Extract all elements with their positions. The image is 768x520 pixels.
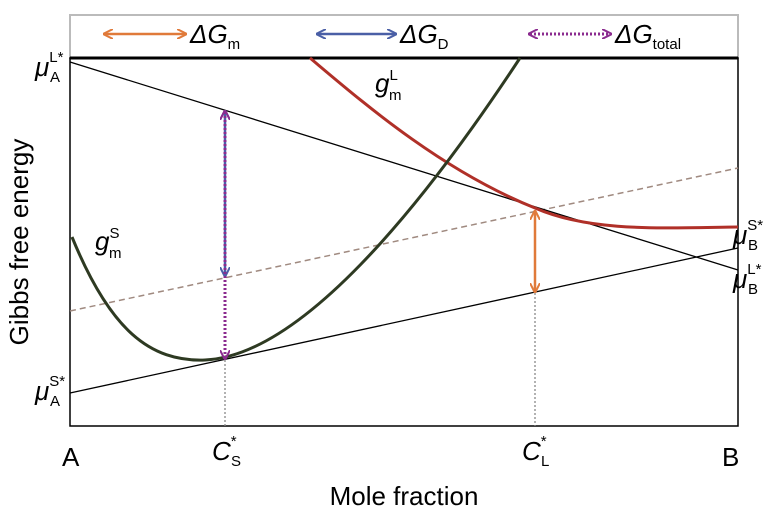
symbol: g	[375, 68, 390, 98]
superscript: S*	[49, 373, 65, 390]
superscript: L	[389, 67, 397, 84]
composition-label: C* L	[522, 433, 549, 470]
superscript: S	[109, 225, 119, 242]
potential-label: μL* B	[732, 261, 762, 298]
curve-label: gS m	[95, 225, 122, 262]
superscript: *	[231, 433, 237, 450]
potential-label: μS* A	[34, 373, 65, 410]
symbol: μ	[732, 220, 747, 250]
subscript: B	[748, 281, 758, 298]
symbol: ΔG	[614, 19, 653, 49]
potential-label: μL* A	[34, 49, 64, 86]
subscript: total	[653, 36, 681, 53]
subscript: B	[748, 237, 758, 254]
x-end-label: B	[722, 442, 739, 472]
superscript: L*	[747, 261, 761, 278]
curve-label: gL m	[375, 67, 402, 104]
tangent-liquid	[69, 61, 739, 271]
superscript: *	[541, 433, 547, 450]
solid-curve	[70, 57, 522, 362]
subscript: A	[50, 69, 60, 86]
subscript: A	[50, 393, 60, 410]
symbol: C	[522, 436, 541, 466]
potential-label: μS* B	[732, 217, 763, 254]
symbol: ΔG	[189, 19, 228, 49]
subscript: m	[109, 245, 122, 262]
y-axis-label: Gibbs free energy	[4, 139, 34, 346]
x-start-label: A	[62, 442, 80, 472]
legend-text: ΔGm	[189, 19, 240, 53]
subscript: S	[231, 453, 241, 470]
tangent-solid	[69, 247, 739, 394]
subscript: L	[541, 453, 549, 470]
symbol: g	[95, 226, 110, 256]
x-axis-label: Mole fraction	[330, 481, 479, 511]
superscript: S*	[747, 217, 763, 234]
legend-text: ΔGD	[399, 19, 449, 53]
subscript: m	[389, 87, 402, 104]
symbol: μ	[34, 376, 49, 406]
symbol: C	[212, 436, 231, 466]
liquid-curve	[309, 56, 739, 230]
symbol: ΔG	[399, 19, 438, 49]
subscript: D	[438, 36, 449, 53]
symbol: μ	[34, 52, 49, 82]
tangent-dashed	[69, 167, 739, 312]
symbol: μ	[732, 264, 747, 294]
legend-text: ΔGtotal	[614, 19, 681, 53]
composition-label: C* S	[212, 433, 241, 470]
superscript: L*	[49, 49, 63, 66]
subscript: m	[228, 36, 241, 53]
